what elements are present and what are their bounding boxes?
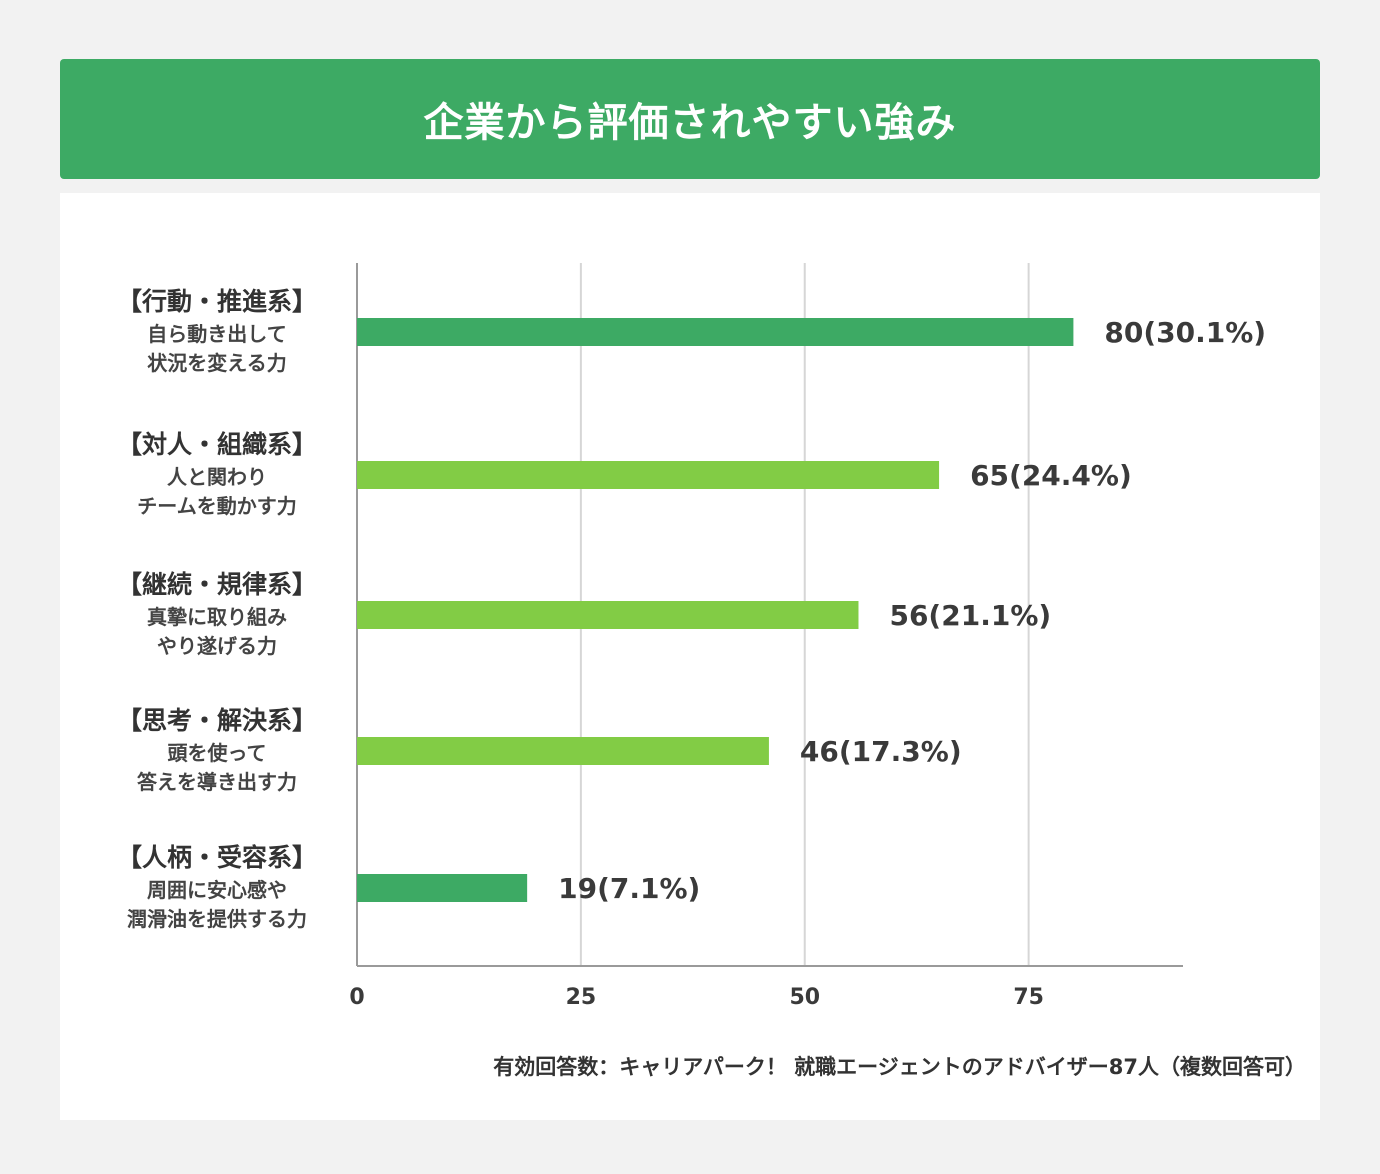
chart-panel: 0 25 50 75 80(30.1%) 【行動・推進系】自ら動き出して 状況を変える力 65…	[60, 193, 1320, 1120]
category-title: 【人柄・受容系】	[117, 843, 317, 872]
bar	[357, 737, 769, 765]
bar	[357, 461, 940, 489]
category-description: 頭を使って	[168, 741, 267, 765]
bar-value-label: 19(7.1%)	[558, 872, 700, 905]
x-tick-label: 50	[789, 985, 820, 1010]
category-description: 人と関わり	[167, 465, 267, 489]
bar	[357, 874, 528, 902]
x-tick-label: 25	[566, 985, 597, 1010]
response-note: 有効回答数：キャリアパーク！ 就職エージェントのアドバイザー87人（複数回答可）	[493, 1055, 1306, 1079]
category-description: 真摯に取り組み	[147, 605, 287, 629]
category-title: 【継続・規律系】	[117, 570, 317, 599]
chart-header: 企業から評価されやすい強み	[60, 59, 1320, 179]
category-title: 【対人・組織系】	[117, 430, 317, 459]
category-description: 答えを導き出す力	[137, 770, 297, 794]
category-description: チームを動かす力	[137, 494, 296, 518]
category-description: 状況を変える力	[147, 351, 286, 375]
bar-value-label: 46(17.3%)	[800, 735, 962, 768]
category-title: 【思考・解決系】	[117, 706, 317, 735]
x-tick-label: 0	[349, 985, 364, 1010]
chart-title: 企業から評価されやすい強み	[423, 100, 957, 146]
x-tick-label: 75	[1013, 985, 1044, 1010]
bar-value-label: 80(30.1%)	[1104, 316, 1266, 349]
bar-value-label: 56(21.1%)	[889, 599, 1051, 632]
bar	[357, 601, 859, 629]
category-description: 周囲に安心感や	[147, 878, 287, 902]
bar-value-label: 65(24.4%)	[970, 459, 1132, 492]
bar	[357, 318, 1074, 346]
category-description: 自ら動き出して	[147, 322, 286, 346]
category-description: やり遂げる力	[157, 634, 277, 658]
category-title: 【行動・推進系】	[117, 287, 317, 316]
category-description: 潤滑油を提供する力	[127, 907, 307, 931]
